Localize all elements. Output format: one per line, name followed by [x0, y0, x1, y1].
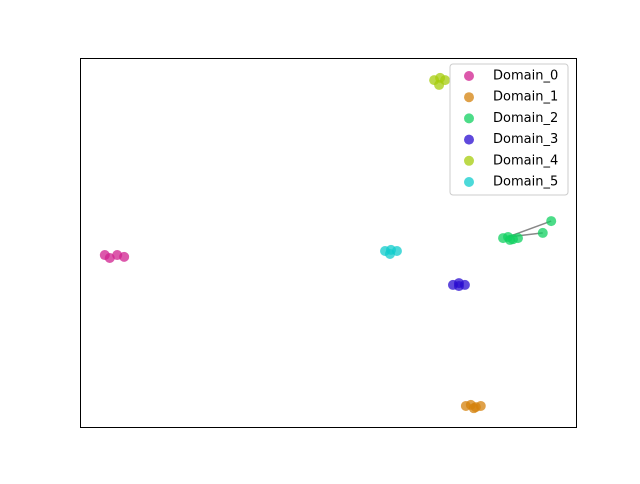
legend-marker — [464, 71, 474, 81]
point — [453, 278, 464, 289]
point — [468, 403, 479, 414]
point — [385, 248, 395, 259]
legend-label: Domain_3 — [493, 132, 558, 147]
legend-marker — [464, 113, 474, 124]
legend-label: Domain_1 — [493, 90, 558, 105]
legend-marker — [464, 134, 474, 145]
legend-label: Domain_5 — [493, 175, 558, 190]
legend-marker — [464, 155, 474, 166]
legend-label: Domain_4 — [493, 153, 558, 168]
point — [512, 233, 523, 244]
point — [119, 251, 130, 262]
legend-marker — [464, 92, 474, 103]
legend-label: Domain_0 — [493, 69, 558, 84]
legend-label: Domain_2 — [493, 111, 558, 126]
point — [546, 216, 557, 227]
legend-marker — [464, 177, 474, 187]
plot-frame — [80, 58, 577, 428]
point — [537, 227, 548, 238]
point — [434, 79, 445, 90]
legend-box — [449, 63, 569, 196]
point — [505, 234, 516, 245]
